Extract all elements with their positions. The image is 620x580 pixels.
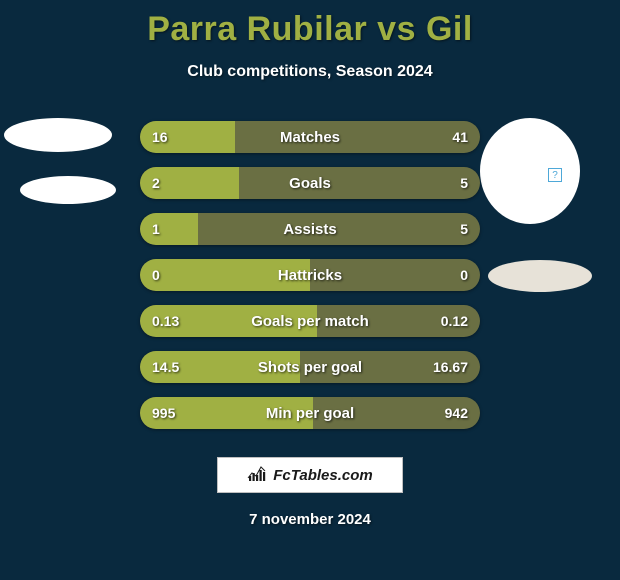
stat-value-right: 41 bbox=[440, 121, 480, 153]
chart-icon bbox=[247, 464, 267, 487]
page-title: Parra Rubilar vs Gil bbox=[0, 0, 620, 49]
stat-value-right: 0 bbox=[448, 259, 480, 291]
ellipse-shape bbox=[488, 260, 592, 292]
stat-label: Min per goal bbox=[140, 397, 480, 429]
stat-value-right: 942 bbox=[433, 397, 480, 429]
subtitle: Club competitions, Season 2024 bbox=[0, 63, 620, 81]
watermark: FcTables.com bbox=[217, 457, 403, 493]
stat-label: Matches bbox=[140, 121, 480, 153]
stat-bar: 0Hattricks0 bbox=[140, 259, 480, 291]
stat-bar: 0.13Goals per match0.12 bbox=[140, 305, 480, 337]
stat-value-right: 0.12 bbox=[429, 305, 480, 337]
stat-bar: 2Goals5 bbox=[140, 167, 480, 199]
player-left-image-area bbox=[0, 118, 130, 204]
watermark-text: FcTables.com bbox=[273, 467, 372, 484]
stat-bar: 16Matches41 bbox=[140, 121, 480, 153]
stat-bar: 995Min per goal942 bbox=[140, 397, 480, 429]
stat-bar: 14.5Shots per goal16.67 bbox=[140, 351, 480, 383]
stat-label: Hattricks bbox=[140, 259, 480, 291]
stat-value-right: 5 bbox=[448, 213, 480, 245]
ellipse-shape bbox=[4, 118, 112, 152]
stat-label: Goals bbox=[140, 167, 480, 199]
stat-bar: 1Assists5 bbox=[140, 213, 480, 245]
ellipse-shape bbox=[20, 176, 116, 204]
stat-value-right: 5 bbox=[448, 167, 480, 199]
date-text: 7 november 2024 bbox=[0, 511, 620, 528]
stat-label: Assists bbox=[140, 213, 480, 245]
player-right-image-area: ? bbox=[470, 118, 610, 292]
stat-value-right: 16.67 bbox=[421, 351, 480, 383]
broken-image-icon: ? bbox=[548, 168, 562, 182]
stats-bars-container: 16Matches41 2Goals5 1Assists5 0Hattricks0 0.… bbox=[140, 121, 480, 429]
player-right-portrait: ? bbox=[480, 118, 580, 224]
